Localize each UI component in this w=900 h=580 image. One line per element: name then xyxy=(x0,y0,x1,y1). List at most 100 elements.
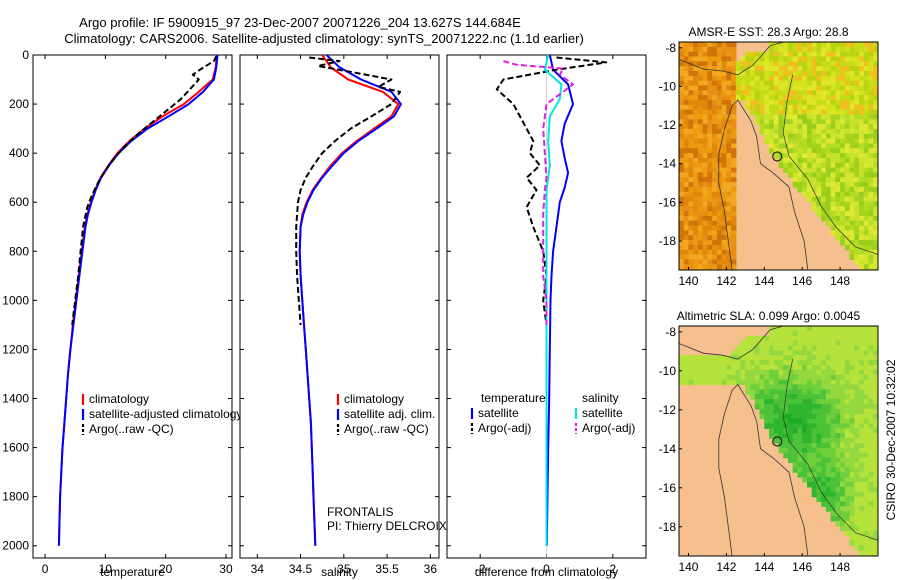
map-cell xyxy=(873,128,878,135)
map-cell xyxy=(688,124,694,130)
map-cell xyxy=(787,138,794,145)
map-cell xyxy=(849,501,855,507)
map-cell xyxy=(693,162,699,169)
map-cell xyxy=(816,61,822,67)
map-cell xyxy=(778,418,784,425)
map-cell xyxy=(783,56,789,62)
map-cell xyxy=(806,355,813,361)
map-cell xyxy=(783,384,789,390)
map-cell xyxy=(688,85,694,91)
map-cell xyxy=(697,206,704,212)
map-cell xyxy=(830,80,836,87)
map-cell xyxy=(840,467,846,473)
map-cell xyxy=(806,56,813,62)
map-cell xyxy=(840,355,846,361)
map-cell xyxy=(712,196,718,203)
map-cell xyxy=(778,46,784,53)
map-cell xyxy=(773,119,780,125)
map-cell xyxy=(745,61,751,67)
map-cell xyxy=(683,80,690,87)
map-cell xyxy=(797,186,803,193)
map-cell xyxy=(816,124,822,130)
map-cell xyxy=(854,491,860,498)
map-cell xyxy=(863,104,870,111)
map-cell xyxy=(702,369,709,376)
map-cell xyxy=(844,496,851,503)
map-cell xyxy=(802,133,808,140)
map-cell xyxy=(830,46,836,53)
map-cell xyxy=(830,186,836,193)
map-cell xyxy=(802,399,808,405)
map-cell xyxy=(797,157,803,164)
map-cell xyxy=(806,418,813,425)
map-cell xyxy=(868,428,874,434)
map-cell xyxy=(693,46,699,53)
map-cell xyxy=(868,167,874,174)
map-cell xyxy=(726,109,732,116)
map-cell xyxy=(859,506,865,512)
map-cell xyxy=(726,153,732,159)
map-cell xyxy=(778,143,784,149)
map-cell xyxy=(721,201,727,207)
map-cell xyxy=(769,95,775,101)
map-cell xyxy=(811,182,818,188)
map-cell xyxy=(873,95,878,101)
map-cell xyxy=(716,90,723,96)
map-cell xyxy=(816,196,822,203)
map-cell xyxy=(816,167,822,174)
map-cell xyxy=(835,423,841,429)
map-cell xyxy=(854,374,860,381)
map-cell xyxy=(821,374,827,381)
map-cell xyxy=(679,220,685,227)
map-cell xyxy=(849,433,855,439)
map-cell xyxy=(693,186,699,193)
map-cell xyxy=(816,335,822,342)
map-cell xyxy=(707,56,713,62)
map-cell xyxy=(811,119,818,125)
salinity-legend-item: Argo(..raw -QC) xyxy=(344,422,429,436)
map-cell xyxy=(868,433,874,439)
map-cell xyxy=(721,196,727,203)
map-cell xyxy=(707,172,713,178)
map-cell xyxy=(816,80,822,87)
map-cell xyxy=(854,66,860,72)
map-cell xyxy=(816,486,822,493)
map-cell xyxy=(754,364,761,371)
map-cell xyxy=(764,423,770,429)
map-cell xyxy=(844,501,851,507)
map-cell xyxy=(726,374,732,381)
map-cell xyxy=(830,384,836,390)
map-cell xyxy=(787,330,794,337)
map-cell xyxy=(702,264,709,270)
map-cell xyxy=(806,157,813,164)
map-cell xyxy=(731,56,737,62)
map-cell xyxy=(835,46,841,53)
map-cell xyxy=(849,61,855,67)
map-cell xyxy=(868,182,874,188)
map-cell xyxy=(716,124,723,130)
map-cell xyxy=(863,162,870,169)
map-cell xyxy=(731,220,737,227)
map-cell xyxy=(769,124,775,130)
map-cell xyxy=(716,196,723,203)
map-cell xyxy=(825,408,832,415)
map-cell xyxy=(697,66,704,72)
map-cell xyxy=(707,75,713,82)
map-cell xyxy=(854,350,860,356)
map-cell xyxy=(835,516,841,522)
map-cell xyxy=(787,384,794,390)
map-cell xyxy=(849,235,855,241)
map-cell xyxy=(721,191,727,198)
salinity-legend-item: climatology xyxy=(344,392,404,406)
map-cell xyxy=(849,418,855,425)
map-cell xyxy=(783,326,789,332)
map-cell xyxy=(816,447,822,454)
map-cell xyxy=(764,369,770,376)
map-cell xyxy=(745,364,751,371)
map-cell xyxy=(683,360,690,366)
map-cell xyxy=(802,182,808,188)
map-cell xyxy=(868,345,874,351)
map-cell xyxy=(840,364,846,371)
map-cell xyxy=(830,56,836,62)
map-cell xyxy=(787,335,794,342)
